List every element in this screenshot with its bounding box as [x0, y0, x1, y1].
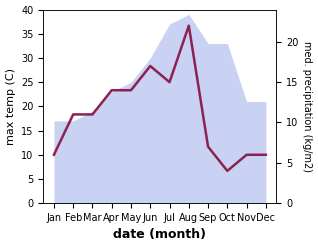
X-axis label: date (month): date (month) [114, 228, 206, 242]
Y-axis label: med. precipitation (kg/m2): med. precipitation (kg/m2) [302, 41, 313, 172]
Y-axis label: max temp (C): max temp (C) [5, 68, 16, 145]
